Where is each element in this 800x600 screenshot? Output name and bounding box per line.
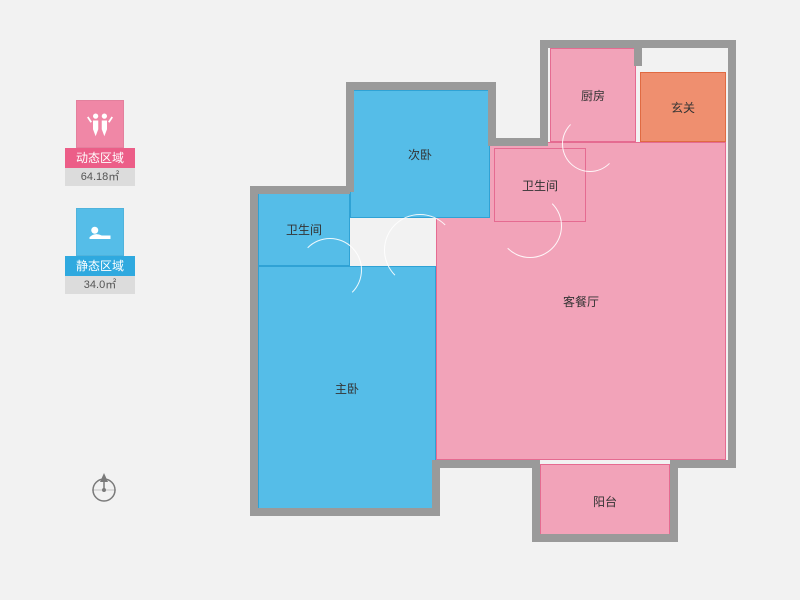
people-icon bbox=[86, 110, 114, 138]
compass-icon bbox=[86, 470, 122, 506]
outer-wall bbox=[634, 40, 642, 66]
room-label-balcony: 阳台 bbox=[593, 493, 617, 510]
outer-wall bbox=[432, 460, 440, 516]
room-label-kitchen: 厨房 bbox=[581, 87, 605, 104]
legend-dynamic: 动态区域 64.18㎡ bbox=[60, 100, 140, 186]
outer-wall bbox=[670, 460, 736, 468]
legend-static-value: 34.0㎡ bbox=[65, 276, 135, 294]
room-balcony: 阳台 bbox=[540, 464, 670, 538]
room-master-bed: 主卧 bbox=[258, 266, 436, 510]
outer-wall bbox=[250, 508, 440, 516]
outer-wall bbox=[346, 82, 496, 90]
legend-static: 静态区域 34.0㎡ bbox=[60, 208, 140, 294]
room-label-entrance: 玄关 bbox=[671, 99, 695, 116]
sleep-icon bbox=[86, 218, 114, 246]
room-bath2: 卫生间 bbox=[494, 148, 586, 222]
outer-wall bbox=[250, 186, 350, 194]
room-kitchen: 厨房 bbox=[550, 48, 636, 142]
room-label-bath1: 卫生间 bbox=[286, 221, 322, 238]
legend-dynamic-value: 64.18㎡ bbox=[65, 168, 135, 186]
outer-wall bbox=[488, 138, 548, 146]
outer-wall bbox=[670, 460, 678, 542]
room-sub-bed: 次卧 bbox=[350, 90, 490, 218]
legend-panel: 动态区域 64.18㎡ 静态区域 34.0㎡ bbox=[60, 100, 140, 316]
room-label-sub-bed: 次卧 bbox=[408, 146, 432, 163]
legend-dynamic-label: 动态区域 bbox=[65, 148, 135, 168]
legend-static-label: 静态区域 bbox=[65, 256, 135, 276]
room-label-bath2: 卫生间 bbox=[522, 177, 558, 194]
outer-wall bbox=[728, 40, 736, 460]
floorplan: 客餐厅厨房玄关次卧卫生间卫生间主卧阳台 bbox=[240, 20, 750, 580]
room-bath1: 卫生间 bbox=[258, 192, 350, 266]
legend-static-icon bbox=[76, 208, 124, 256]
outer-wall bbox=[532, 460, 540, 542]
room-entrance: 玄关 bbox=[640, 72, 726, 142]
outer-wall bbox=[346, 82, 354, 192]
room-label-master-bed: 主卧 bbox=[335, 380, 359, 397]
outer-wall bbox=[488, 82, 496, 146]
outer-wall bbox=[250, 186, 258, 516]
outer-wall bbox=[432, 460, 540, 468]
outer-wall bbox=[540, 40, 548, 146]
outer-wall bbox=[532, 534, 678, 542]
legend-dynamic-icon bbox=[76, 100, 124, 148]
room-label-living: 客餐厅 bbox=[563, 293, 599, 310]
